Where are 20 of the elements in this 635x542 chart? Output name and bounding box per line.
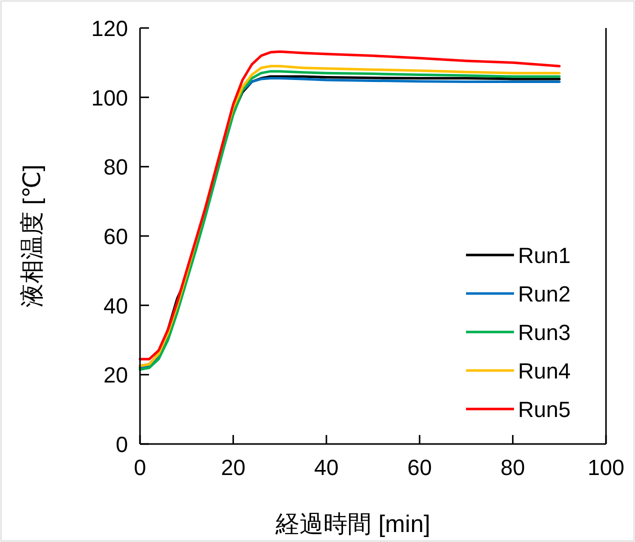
legend-label: Run5	[518, 397, 571, 422]
x-tick-label: 0	[134, 455, 146, 480]
legend-label: Run2	[518, 282, 571, 306]
y-tick-label: 40	[104, 293, 128, 318]
y-tick-label: 20	[104, 362, 128, 388]
x-tick-label: 80	[500, 455, 526, 480]
y-axis-title: 液相温度 [℃]	[19, 164, 46, 308]
y-tick-label: 120	[91, 16, 128, 41]
x-tick-label: 100	[588, 455, 624, 480]
legend-label: Run4	[518, 358, 571, 384]
x-axis-title: 経過時間 [min]	[274, 511, 430, 538]
legend-label: Run1	[518, 243, 571, 268]
x-tick-label: 40	[314, 455, 339, 480]
legend-label: Run3	[518, 320, 571, 345]
x-tick-label: 60	[407, 455, 432, 480]
y-tick-label: 100	[91, 85, 128, 110]
y-tick-label: 80	[104, 154, 128, 180]
y-tick-label: 60	[104, 224, 128, 249]
y-tick-label: 0	[116, 432, 128, 457]
x-tick-label: 20	[220, 455, 246, 480]
